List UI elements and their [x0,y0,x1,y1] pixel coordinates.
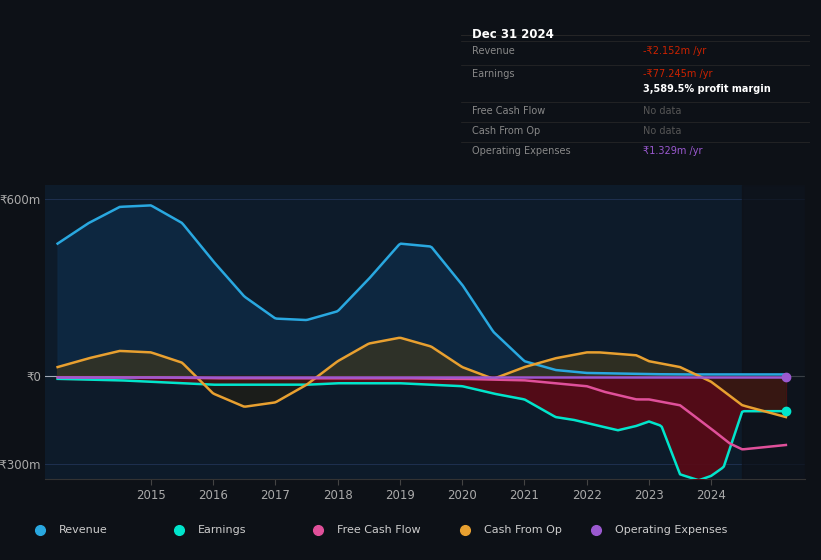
Text: Dec 31 2024: Dec 31 2024 [472,27,553,40]
Text: Free Cash Flow: Free Cash Flow [337,525,421,535]
Text: Cash From Op: Cash From Op [484,525,562,535]
Text: ₹1.329m /yr: ₹1.329m /yr [643,146,702,156]
Text: Revenue: Revenue [59,525,108,535]
Text: -₹77.245m /yr: -₹77.245m /yr [643,69,713,79]
Text: Free Cash Flow: Free Cash Flow [472,106,545,116]
Text: Cash From Op: Cash From Op [472,126,540,136]
Text: Revenue: Revenue [472,46,515,55]
Text: -₹2.152m /yr: -₹2.152m /yr [643,46,706,55]
Text: Operating Expenses: Operating Expenses [472,146,571,156]
Text: Earnings: Earnings [199,525,247,535]
Text: Operating Expenses: Operating Expenses [615,525,727,535]
Text: No data: No data [643,126,681,136]
Text: No data: No data [643,106,681,116]
Text: 3,589.5% profit margin: 3,589.5% profit margin [643,84,771,94]
Bar [742,185,805,479]
Text: Earnings: Earnings [472,69,515,79]
